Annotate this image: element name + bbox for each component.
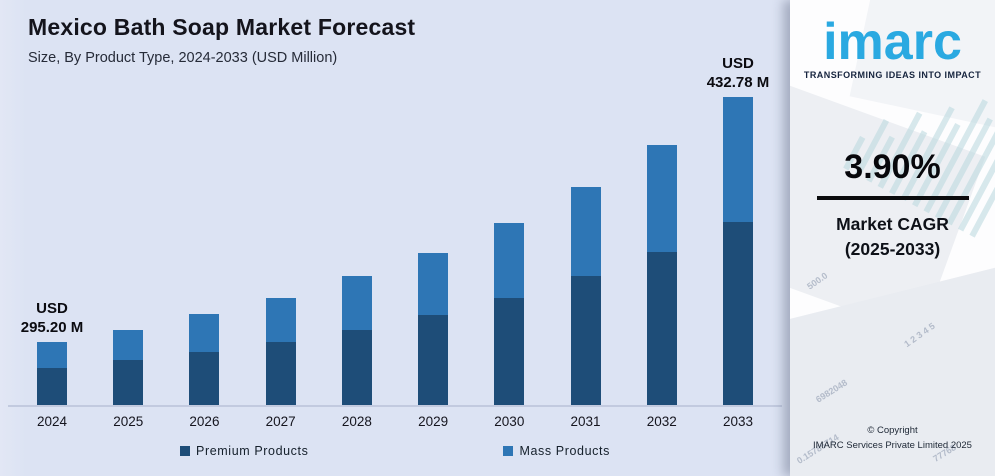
legend-label: Premium Products bbox=[196, 444, 309, 458]
legend-label: Mass Products bbox=[519, 444, 610, 458]
bar-2024: USD 295.20 M 2024 bbox=[21, 300, 84, 429]
mass-segment bbox=[265, 298, 296, 342]
value-label-2033: USD 432.78 M bbox=[706, 55, 770, 91]
bar-2030: 2030 bbox=[494, 223, 525, 429]
x-tick-2030: 2030 bbox=[494, 414, 525, 429]
mass-segment bbox=[722, 97, 753, 222]
legend-item: Mass Products bbox=[503, 444, 609, 458]
legend-swatch bbox=[503, 446, 514, 456]
bar-2033: USD 432.78 M 2033 bbox=[707, 55, 770, 429]
mass-segment bbox=[341, 276, 372, 330]
x-tick-2032: 2032 bbox=[646, 414, 677, 429]
premium-segment bbox=[37, 368, 67, 405]
premium-segment bbox=[265, 342, 296, 405]
chart-legend: Premium Products Mass Products bbox=[0, 444, 790, 458]
bar-2031: 2031 bbox=[570, 187, 601, 429]
x-axis-line bbox=[8, 405, 782, 407]
mass-segment bbox=[646, 145, 677, 252]
brand-panel: 500.0 1 2 3 4 5 6982048 0.15785714 77768… bbox=[790, 0, 995, 476]
imarc-logo-wordmark: imarc bbox=[823, 13, 962, 71]
mass-segment bbox=[418, 253, 449, 315]
premium-segment bbox=[189, 352, 220, 405]
x-tick-2029: 2029 bbox=[418, 414, 449, 429]
mass-segment bbox=[570, 187, 601, 276]
premium-segment bbox=[494, 298, 525, 405]
premium-segment bbox=[418, 315, 449, 405]
cagr-block: 3.90% Market CAGR (2025-2033) bbox=[790, 148, 995, 263]
copyright-line2: IMARC Services Private Limited 2025 bbox=[813, 439, 972, 451]
bar-2029: 2029 bbox=[418, 253, 449, 429]
x-tick-2028: 2028 bbox=[341, 414, 372, 429]
bar-2025: 2025 bbox=[113, 330, 144, 429]
imarc-logo: imarc TRANSFORMING IDEAS INTO IMPACT bbox=[790, 16, 995, 80]
cagr-divider bbox=[816, 196, 969, 200]
x-tick-2027: 2027 bbox=[265, 414, 296, 429]
chart-subtitle: Size, By Product Type, 2024-2033 (USD Mi… bbox=[28, 50, 338, 66]
imarc-logo-tagline: TRANSFORMING IDEAS INTO IMPACT bbox=[803, 70, 982, 80]
value-label-2024: USD 295.20 M bbox=[20, 300, 84, 336]
brand-content: imarc TRANSFORMING IDEAS INTO IMPACT 3.9… bbox=[790, 0, 995, 476]
chart-panel: Mexico Bath Soap Market Forecast Size, B… bbox=[0, 0, 790, 476]
premium-segment bbox=[341, 330, 372, 405]
mass-segment bbox=[494, 223, 525, 298]
mass-segment bbox=[37, 342, 67, 368]
stacked-bar-chart: USD 295.20 M 2024 2025 2026 2027 2028 2029 2030 2… bbox=[21, 55, 770, 429]
mass-segment bbox=[113, 330, 144, 360]
bar-2027: 2027 bbox=[265, 298, 296, 429]
bar-2026: 2026 bbox=[189, 314, 220, 429]
legend-item: Premium Products bbox=[180, 444, 308, 458]
premium-segment bbox=[722, 222, 753, 405]
x-tick-2025: 2025 bbox=[113, 414, 144, 429]
premium-segment bbox=[646, 252, 677, 405]
chart-title: Mexico Bath Soap Market Forecast bbox=[28, 14, 416, 40]
x-tick-2026: 2026 bbox=[189, 414, 220, 429]
copyright-note: © Copyright IMARC Services Private Limit… bbox=[790, 424, 995, 453]
bar-2032: 2032 bbox=[646, 145, 677, 429]
cagr-period: (2025-2033) bbox=[844, 239, 941, 260]
x-tick-2031: 2031 bbox=[570, 414, 601, 429]
premium-segment bbox=[570, 276, 601, 405]
x-tick-2024: 2024 bbox=[36, 414, 68, 429]
cagr-label: Market CAGR bbox=[836, 214, 949, 234]
legend-swatch bbox=[180, 446, 191, 456]
premium-segment bbox=[113, 360, 144, 405]
bar-2028: 2028 bbox=[341, 276, 372, 429]
copyright-line1: © Copyright bbox=[867, 425, 918, 436]
cagr-value: 3.90% bbox=[844, 148, 941, 186]
x-tick-2033: 2033 bbox=[722, 414, 753, 429]
mass-segment bbox=[189, 314, 220, 352]
